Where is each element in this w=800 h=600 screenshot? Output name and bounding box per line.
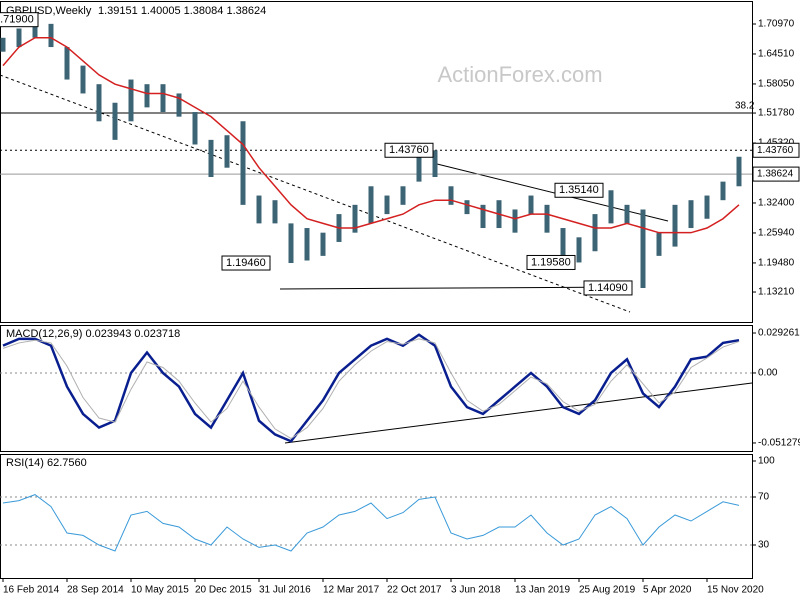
y-tick-label: 1.51780: [758, 108, 795, 119]
y-tick-label: 1.58050: [758, 79, 795, 90]
x-tick-label: 15 Nov 2020: [707, 585, 764, 596]
y-tick-label: 1.19480: [758, 258, 795, 269]
x-tick-label: 5 Apr 2020: [643, 585, 692, 596]
annotation-box: [554, 182, 604, 198]
indicator-line: [2, 338, 740, 440]
watermark: ActionForex.com: [437, 62, 602, 87]
y-tick-label: 1.70970: [758, 19, 795, 30]
trend-line: [279, 286, 633, 290]
axis-box: [752, 142, 800, 158]
macd-title: MACD(12,26,9) 0.023943 0.023718: [6, 328, 180, 340]
annotation-box: [221, 255, 271, 271]
last-label: 1.38624: [757, 169, 794, 180]
x-tick-label: 22 Oct 2017: [387, 585, 442, 596]
x-tick-label: 3 Jun 2018: [451, 585, 501, 596]
macd-panel: [0, 325, 753, 452]
y-tick-label: 0.029261: [758, 328, 800, 339]
indicator-line: [2, 494, 740, 552]
x-tick-label: 13 Jan 2019: [515, 585, 570, 596]
x-tick-label: 31 Jul 2016: [259, 585, 311, 596]
y-tick-label: 70: [758, 492, 770, 503]
annotation: 1.19580: [531, 256, 571, 268]
y-tick-label: 1.25940: [758, 228, 795, 239]
y-tick-label: 1.13210: [758, 287, 795, 298]
trend-line: [0, 74, 631, 313]
x-tick-label: 10 May 2015: [131, 585, 189, 596]
axis-box: [752, 166, 800, 182]
y-tick-label: 0.00: [758, 368, 778, 379]
annotation: 1.35140: [559, 184, 599, 196]
fib-label: 38.2: [735, 101, 755, 112]
annotation-box: [526, 254, 576, 270]
annotation: 1.43760: [389, 144, 429, 156]
ohlc-text: 1.39151 1.40005 1.38084 1.38624: [98, 5, 266, 17]
y-tick-label: 1.64510: [758, 49, 795, 60]
indicator-line: [2, 333, 740, 443]
ma-line: [2, 37, 740, 234]
y-tick-label: -0.051279: [758, 438, 800, 449]
trend-line: [284, 382, 753, 444]
x-tick-label: 28 Sep 2014: [67, 585, 124, 596]
x-tick-label: 20 Dec 2015: [195, 585, 252, 596]
x-tick-label: 25 Aug 2019: [579, 585, 636, 596]
rsi-title: RSI(14) 62.7560: [6, 457, 87, 469]
y-tick-label: 30: [758, 540, 770, 551]
annotation-box: [583, 280, 633, 296]
annotation: 1.71900: [0, 14, 34, 26]
x-tick-label: 16 Feb 2014: [3, 585, 60, 596]
y-tick-label: 100: [758, 456, 775, 467]
annotation-box: [384, 142, 434, 158]
price-panel: [0, 1, 753, 323]
resistance-label: 1.43760: [757, 145, 794, 156]
rsi-panel: [0, 454, 753, 579]
x-tick-label: 12 Mar 2017: [323, 585, 380, 596]
annotation-box: [0, 12, 39, 28]
annotation: 1.19460: [226, 257, 266, 269]
y-tick-label: 1.32400: [758, 198, 795, 209]
annotation: 1.14090: [588, 282, 628, 294]
